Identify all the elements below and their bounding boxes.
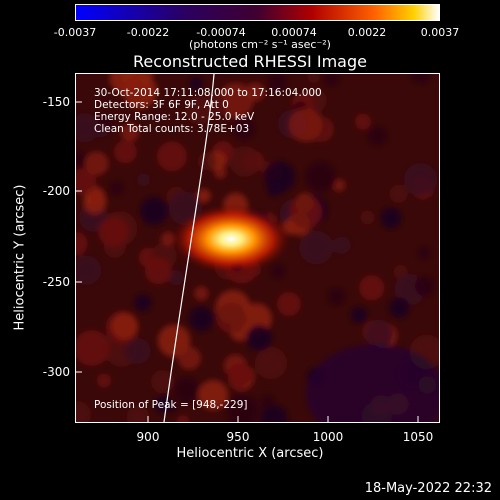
- render-timestamp: 18-May-2022 22:32: [364, 481, 492, 496]
- y-tick-label: -300: [42, 365, 70, 379]
- solar-limb-line: [163, 74, 215, 422]
- flare-source: [171, 204, 291, 274]
- noise-pattern: [76, 74, 439, 422]
- x-tick-label: 1000: [312, 430, 344, 444]
- colorbar-units: (photons cm⁻² s⁻¹ asec⁻²): [189, 38, 331, 51]
- y-tick-label: -250: [42, 275, 70, 289]
- y-tick-label: -150: [42, 95, 70, 109]
- time-range-label: 30-Oct-2014 17:11:08.000 to 17:16:04.000: [94, 87, 322, 99]
- colorbar-tick: 0.0022: [347, 26, 387, 39]
- colorbar-tick: -0.0037: [53, 26, 97, 39]
- colorbar-tick: -0.0022: [126, 26, 170, 39]
- colorbar-tick: 0.0037: [420, 26, 460, 39]
- x-tick-label: 1050: [402, 430, 434, 444]
- colorbar-tick: -0.00074: [196, 26, 246, 39]
- colorbar-tick: 0.00074: [271, 26, 317, 39]
- x-tick-label: 950: [226, 430, 250, 444]
- solar-image: [76, 74, 439, 422]
- plot-title: Reconstructed RHESSI Image: [133, 52, 367, 71]
- peak-position-label: Position of Peak = [948,-229]: [94, 399, 248, 411]
- energy-range-label: Energy Range: 12.0 - 25.0 keV: [94, 111, 255, 123]
- image-plot: 30-Oct-2014 17:11:08.000 to 17:16:04.000…: [75, 73, 440, 423]
- y-tick-label: -200: [42, 184, 70, 198]
- x-axis-label: Heliocentric X (arcsec): [176, 446, 324, 461]
- colorbar-gradient: [76, 5, 439, 20]
- clean-counts-label: Clean Total counts: 3.78E+03: [94, 123, 250, 135]
- detectors-label: Detectors: 3F 6F 9F, Att 0: [94, 99, 229, 111]
- colorbar: [75, 4, 440, 21]
- x-tick-label: 900: [136, 430, 160, 444]
